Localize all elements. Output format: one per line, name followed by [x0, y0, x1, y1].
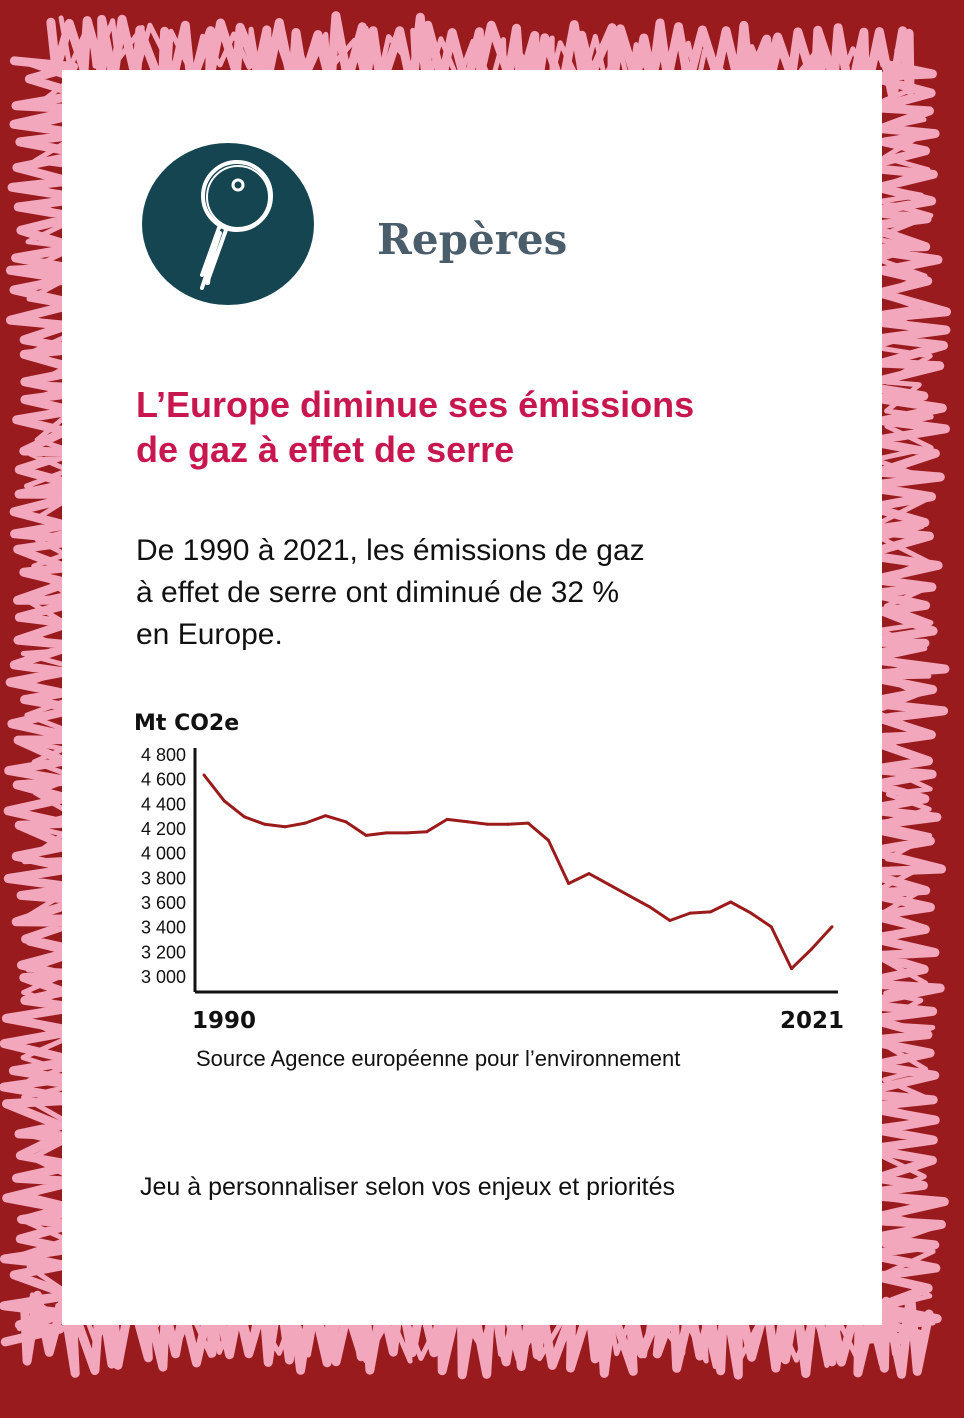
- data-point: [729, 900, 733, 904]
- y-tick-label: 3 200: [141, 942, 186, 962]
- data-point: [769, 925, 773, 929]
- description-line: De 1990 à 2021, les émissions de gaz: [136, 534, 645, 567]
- data-point: [688, 911, 692, 915]
- data-point: [202, 773, 206, 777]
- x-tick-label: 1990: [192, 1008, 256, 1034]
- x-tick-label: 2021: [780, 1008, 844, 1034]
- data-point: [263, 822, 267, 826]
- data-point: [243, 815, 246, 819]
- data-point: [810, 947, 814, 951]
- data-point: [709, 910, 712, 914]
- data-point: [607, 883, 611, 887]
- data-point: [283, 825, 287, 829]
- y-tick-label: 3 000: [141, 967, 186, 987]
- headline-line: L’Europe diminue ses émissions: [136, 384, 695, 425]
- chart-source: Source Agence européenne pour l’environn…: [196, 1046, 681, 1071]
- data-point: [546, 838, 550, 842]
- y-tick-label: 3 800: [141, 868, 186, 888]
- data-point: [364, 833, 368, 837]
- data-point: [567, 882, 571, 885]
- description-line: en Europe.: [136, 618, 283, 651]
- description-line: à effet de serre ont diminué de 32 %: [136, 576, 620, 609]
- data-point: [830, 925, 834, 929]
- data-point: [627, 894, 631, 898]
- footer-note: Jeu à personnaliser selon vos enjeux et …: [140, 1173, 676, 1201]
- description: De 1990 à 2021, les émissions de gaz à e…: [136, 530, 816, 656]
- emissions-line-chart: Mt CO2e 4 800 4 600 4 400 4 200 4 000 3 800 3 …: [134, 711, 844, 1034]
- data-point: [324, 814, 327, 818]
- data-point: [526, 821, 530, 825]
- headline-line: de gaz à effet de serre: [136, 429, 515, 470]
- data-point: [344, 820, 348, 824]
- y-tick-label: 4 600: [141, 770, 186, 790]
- data-point: [587, 872, 591, 876]
- y-tick-label: 4 800: [141, 745, 186, 765]
- data-point: [749, 911, 753, 915]
- data-point: [668, 919, 672, 922]
- y-axis-label: Mt CO2e: [134, 711, 239, 736]
- magnifier-icon: [142, 143, 314, 305]
- data-point: [790, 967, 793, 971]
- data-point: [506, 822, 510, 826]
- data-point: [405, 831, 409, 835]
- data-point: [425, 830, 429, 834]
- section-title: Repères: [377, 215, 568, 264]
- data-point: [445, 817, 449, 821]
- data-point: [303, 821, 307, 825]
- data-point: [465, 820, 469, 824]
- y-tick-label: 4 400: [141, 794, 186, 814]
- y-tick-label: 3 400: [141, 918, 186, 938]
- data-point: [648, 905, 652, 909]
- y-tick-label: 4 200: [141, 819, 186, 839]
- y-tick-label: 3 600: [141, 893, 186, 913]
- data-point: [384, 831, 388, 835]
- y-tick-label: 4 000: [141, 844, 186, 864]
- headline: L’Europe diminue ses émissions de gaz à …: [136, 382, 836, 472]
- data-point: [486, 822, 490, 826]
- emissions-series-line: [202, 774, 834, 971]
- icon-circle: [142, 143, 314, 305]
- data-point: [222, 799, 226, 803]
